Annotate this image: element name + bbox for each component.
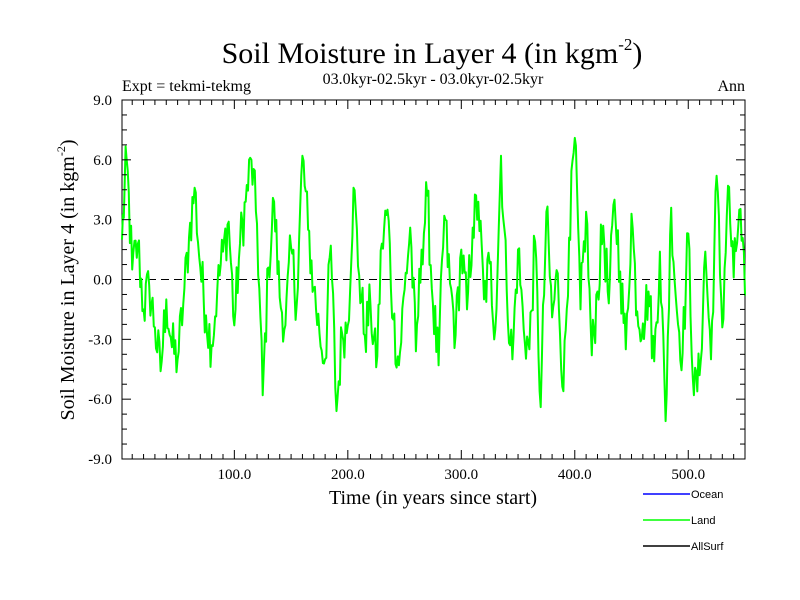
- y-tick-label: 3.0: [93, 213, 112, 229]
- season-label: Ann: [717, 78, 745, 95]
- y-tick-label: -9.0: [88, 452, 112, 468]
- y-axis-label: Soil Moisture in Layer 4 (in kgm-2): [54, 139, 79, 420]
- legend-label-allsurf: AllSurf: [691, 541, 724, 553]
- x-tick-label: 200.0: [331, 467, 365, 483]
- y-tick-label: 6.0: [93, 153, 112, 169]
- y-axis-label-close: ): [57, 139, 79, 146]
- experiment-label: Expt = tekmi-tekmg: [122, 78, 251, 95]
- x-axis-label: Time (in years since start): [329, 487, 537, 509]
- legend-label-ocean: Ocean: [691, 489, 723, 501]
- x-tick-label: 100.0: [217, 467, 251, 483]
- y-tick-label: -3.0: [88, 332, 112, 348]
- chart-title-superscript: -2: [618, 35, 632, 54]
- legend-label-land: Land: [691, 515, 715, 527]
- y-axis-label-superscript: -2: [54, 146, 68, 156]
- period-label: 03.0kyr-02.5kyr - 03.0kyr-02.5kyr: [323, 71, 544, 88]
- series-line-land: [121, 136, 746, 423]
- x-tick-label: 300.0: [444, 467, 478, 483]
- x-tick-label: 400.0: [558, 467, 592, 483]
- y-tick-label: -6.0: [88, 392, 112, 408]
- chart-title-close: ): [632, 37, 642, 70]
- x-tick-label: 500.0: [671, 467, 705, 483]
- y-axis-ticks: -9.0 -6.0 -3.0 0.0 3.0 6.0 9.0: [88, 93, 745, 468]
- legend: Ocean Land AllSurf: [643, 489, 724, 553]
- y-tick-label: 9.0: [93, 93, 112, 109]
- x-axis-ticks: 100.0 200.0 300.0 400.0 500.0: [131, 100, 746, 483]
- chart-title: Soil Moisture in Layer 4 (in kgm-2): [222, 35, 643, 70]
- y-tick-label: 0.0: [93, 273, 112, 289]
